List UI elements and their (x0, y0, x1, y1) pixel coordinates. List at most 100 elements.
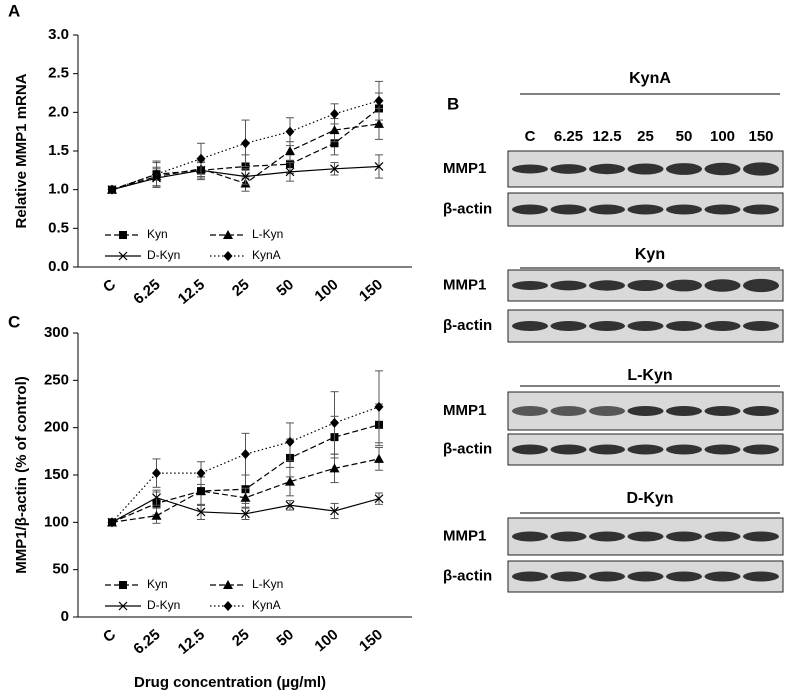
blot-band (589, 406, 625, 416)
y-tick-label: 2.5 (48, 65, 69, 82)
marker (330, 417, 339, 428)
lane-label: 150 (748, 128, 773, 145)
row-label: MMP1 (443, 527, 486, 544)
y-axis-title: MMP1/β-actin (% of control) (13, 376, 30, 573)
marker (330, 139, 339, 148)
blot-band (512, 531, 548, 542)
blot-band (627, 531, 664, 542)
marker-stroke (285, 167, 295, 177)
blot-band (512, 571, 548, 582)
marker-stroke (374, 494, 384, 504)
blot-band (550, 444, 587, 455)
blot-band (589, 204, 625, 215)
blot-band (589, 571, 625, 582)
marker (374, 162, 384, 171)
legend-label: D-Kyn (147, 248, 180, 262)
blot-band (589, 444, 625, 455)
marker-stroke (196, 507, 206, 517)
blot-band (704, 571, 741, 582)
legend-marker (223, 251, 233, 261)
blot-band (743, 162, 779, 176)
marker-stroke (118, 251, 128, 261)
blot-band (666, 204, 702, 215)
marker (330, 108, 339, 119)
blot-band (704, 444, 741, 455)
blot-band (743, 321, 779, 331)
blot-band (512, 321, 548, 331)
row-label: β-actin (443, 440, 492, 457)
y-tick-label: 300 (44, 324, 69, 341)
group-label: KynA (629, 70, 671, 87)
row-label: β-actin (443, 317, 492, 334)
blot-band (512, 204, 548, 215)
panel-label: B (447, 94, 459, 113)
marker (196, 153, 206, 164)
marker (285, 436, 295, 447)
blot-band (743, 444, 779, 455)
row-label: MMP1 (443, 160, 486, 177)
blot-band (550, 531, 587, 542)
blot-band (589, 163, 625, 175)
blot-band (627, 444, 664, 455)
row-label: β-actin (443, 200, 492, 217)
blot-band (550, 406, 587, 416)
y-tick-label: 0 (61, 608, 69, 625)
row-label: MMP1 (443, 402, 486, 419)
blot-band (550, 571, 587, 582)
blot-band (550, 204, 587, 215)
marker (152, 468, 161, 479)
panel-label: A (8, 1, 20, 20)
blot-band (704, 279, 741, 292)
legend-label: Kyn (147, 227, 168, 241)
blot-band (743, 406, 779, 416)
blot-band (589, 280, 625, 291)
blot-band (666, 406, 702, 416)
panel-label: C (8, 312, 20, 331)
marker (374, 453, 384, 463)
marker-stroke (241, 509, 250, 519)
marker (107, 184, 117, 195)
blot-band (627, 321, 664, 331)
x-axis-title: Drug concentration (µg/ml) (134, 674, 326, 691)
blot-band (627, 163, 664, 175)
group-label: L-Kyn (627, 367, 672, 384)
group-label: D-Kyn (626, 490, 673, 507)
y-tick-label: 100 (44, 513, 69, 530)
blot-band (550, 280, 587, 291)
y-tick-label: 1.5 (48, 142, 69, 159)
marker (241, 138, 250, 149)
blot-band (704, 162, 741, 176)
marker (329, 125, 340, 135)
marker (285, 476, 295, 486)
legend-label: KynA (252, 248, 281, 262)
blot-band (550, 321, 587, 331)
marker (329, 463, 340, 473)
legend-label: L-Kyn (252, 227, 283, 241)
legend-label: KynA (252, 598, 281, 612)
legend-marker (223, 601, 233, 611)
y-tick-label: 50 (52, 561, 69, 578)
marker (285, 126, 295, 137)
marker-stroke (330, 164, 339, 174)
y-axis-title: Relative MMP1 mRNA (13, 73, 30, 228)
blot-band (704, 321, 741, 331)
marker-stroke (285, 500, 295, 510)
y-tick-label: 250 (44, 371, 69, 388)
blot-band (627, 571, 664, 582)
blot-band (512, 281, 548, 290)
marker (241, 449, 250, 460)
legend-label: D-Kyn (147, 598, 180, 612)
blot-band (627, 279, 664, 292)
blot-band (666, 531, 702, 542)
y-tick-label: 3.0 (48, 26, 69, 43)
blot-band (627, 204, 664, 215)
blot-band (743, 531, 779, 542)
lane-label: 6.25 (554, 128, 583, 145)
legend-label: Kyn (147, 577, 168, 591)
marker-stroke (118, 601, 128, 611)
marker (330, 164, 339, 174)
marker (241, 509, 250, 519)
marker (107, 517, 117, 528)
blot-band (589, 531, 625, 542)
